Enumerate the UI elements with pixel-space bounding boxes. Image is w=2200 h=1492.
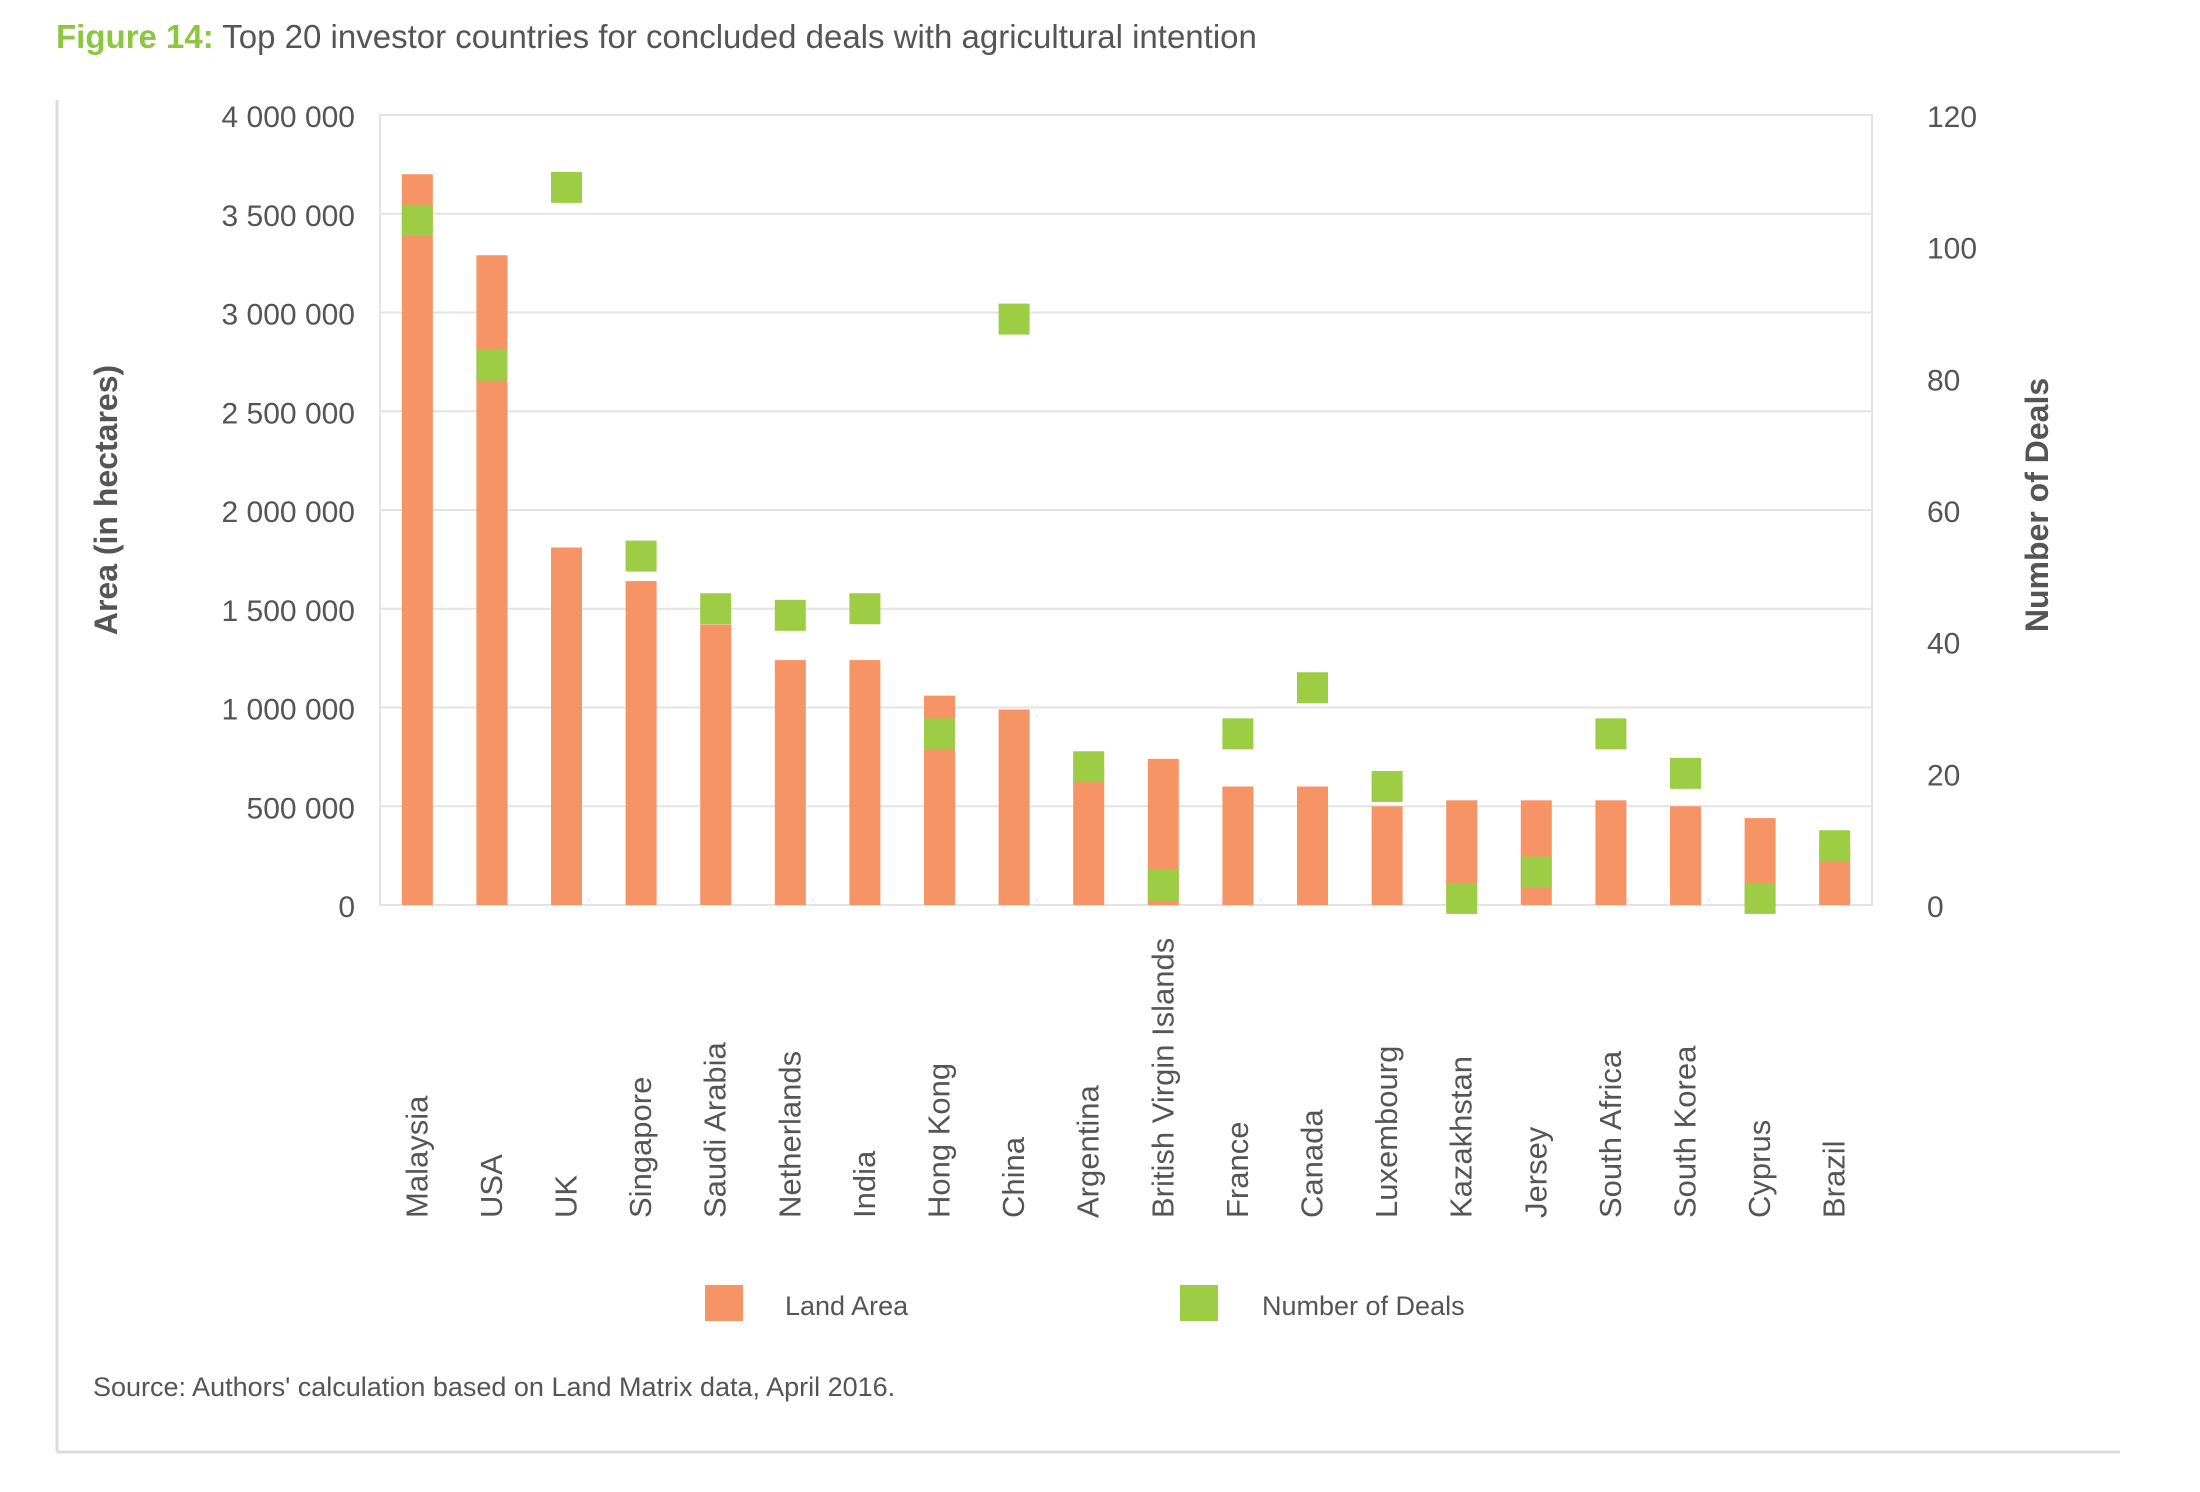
deal-marker: [1595, 718, 1627, 750]
land-area-bar: [1073, 766, 1105, 905]
land-area-bar: [1520, 800, 1552, 905]
deal-marker: [1520, 856, 1552, 888]
legend-land-area-label: Land Area: [785, 1291, 909, 1321]
category-label: Kazakhstan: [1444, 1056, 1479, 1218]
left-tick-label: 500 000: [247, 792, 355, 825]
source-note: Source: Authors' calculation based on La…: [93, 1372, 896, 1402]
land-area-bar: [1297, 786, 1328, 905]
category-label: Netherlands: [772, 1051, 807, 1218]
deal-marker: [476, 349, 508, 381]
right-tick-label: 60: [1927, 496, 1960, 529]
deal-marker: [401, 204, 433, 236]
legend-deals-label: Number of Deals: [1262, 1291, 1465, 1321]
deal-marker: [1446, 882, 1478, 914]
left-tick-label: 3 500 000: [222, 200, 355, 233]
land-area-bar: [551, 547, 582, 905]
left-tick-label: 2 500 000: [222, 397, 355, 430]
figure-title: Figure 14: Top 20 investor countries for…: [56, 18, 1257, 56]
category-label: Luxembourg: [1369, 1046, 1404, 1218]
deal-marker: [1147, 869, 1179, 901]
land-area-bar: [774, 660, 806, 905]
land-area-bar: [700, 624, 732, 905]
deal-marker: [924, 718, 955, 750]
right-tick-label: 120: [1927, 101, 1977, 134]
right-tick-label: 20: [1927, 759, 1960, 792]
left-tick-label: 1 000 000: [222, 694, 355, 727]
right-tick-label: 80: [1927, 364, 1960, 397]
left-tick-label: 4 000 000: [222, 101, 355, 134]
land-area-bar: [401, 174, 433, 905]
gridlines: [380, 114, 1872, 906]
deal-marker: [1819, 830, 1851, 862]
deal-marker: [625, 540, 657, 572]
figure-label: Figure 14:: [56, 18, 214, 55]
category-label: Cyprus: [1742, 1120, 1777, 1218]
land-area-bar: [1595, 800, 1627, 905]
category-label: Brazil: [1817, 1140, 1852, 1218]
land-area-bar: [1670, 806, 1701, 905]
land-area-bar: [1222, 786, 1254, 905]
deal-marker: [551, 171, 582, 203]
category-label: Malaysia: [399, 1095, 434, 1218]
deal-marker: [849, 593, 881, 625]
category-label: France: [1220, 1122, 1255, 1218]
left-tick-label: 0: [338, 891, 355, 924]
land-area-bars: [401, 174, 1851, 906]
land-area-bar: [1371, 806, 1403, 905]
deal-marker: [700, 593, 732, 625]
category-label: Argentina: [1071, 1085, 1106, 1218]
category-label: Saudi Arabia: [698, 1041, 733, 1218]
deal-marker: [1670, 757, 1701, 789]
right-axis-ticks: 0 20 40 60 80 100 120: [1927, 101, 1977, 924]
land-area-bar: [998, 709, 1030, 905]
category-label: South Korea: [1668, 1045, 1703, 1218]
legend-land-area-swatch: [705, 1285, 743, 1321]
category-label: UK: [549, 1175, 584, 1218]
figure-title-text: Top 20 investor countries for concluded …: [222, 18, 1257, 55]
right-tick-label: 40: [1927, 628, 1960, 661]
left-axis-ticks: 0 500 000 1 000 000 1 500 000 2 000 000 2 500…: [222, 101, 355, 924]
deal-marker: [1297, 672, 1328, 704]
deal-marker: [1744, 882, 1776, 914]
category-label: British Virgin Islands: [1145, 938, 1180, 1218]
right-axis-title: Number of Deals: [2019, 378, 2055, 632]
category-labels: Malaysia USA UK Singapore Saudi Arabia Nether…: [399, 938, 1851, 1218]
right-tick-label: 100: [1927, 233, 1977, 266]
left-axis-title: Area (in hectares): [88, 365, 124, 635]
left-tick-label: 2 000 000: [222, 496, 355, 529]
deal-marker: [998, 303, 1030, 335]
deal-marker: [1371, 771, 1403, 802]
deal-markers: [401, 171, 1851, 914]
category-label: Canada: [1295, 1109, 1330, 1218]
category-label: Jersey: [1518, 1126, 1553, 1218]
category-label: Hong Kong: [922, 1063, 957, 1218]
category-label: China: [996, 1136, 1031, 1218]
legend: Land Area Number of Deals: [705, 1285, 1465, 1321]
category-label: South Africa: [1593, 1050, 1628, 1218]
left-tick-label: 1 500 000: [222, 595, 355, 628]
category-label: India: [847, 1150, 882, 1218]
category-label: Singapore: [623, 1077, 658, 1218]
land-area-bar: [849, 660, 881, 905]
deal-marker: [1073, 751, 1105, 783]
deal-marker: [1222, 718, 1254, 750]
deal-marker: [774, 599, 806, 631]
left-tick-label: 3 000 000: [222, 299, 355, 332]
legend-deals-swatch: [1180, 1285, 1218, 1321]
land-area-bar: [625, 581, 657, 905]
category-label: USA: [474, 1154, 509, 1218]
right-tick-label: 0: [1927, 891, 1944, 924]
